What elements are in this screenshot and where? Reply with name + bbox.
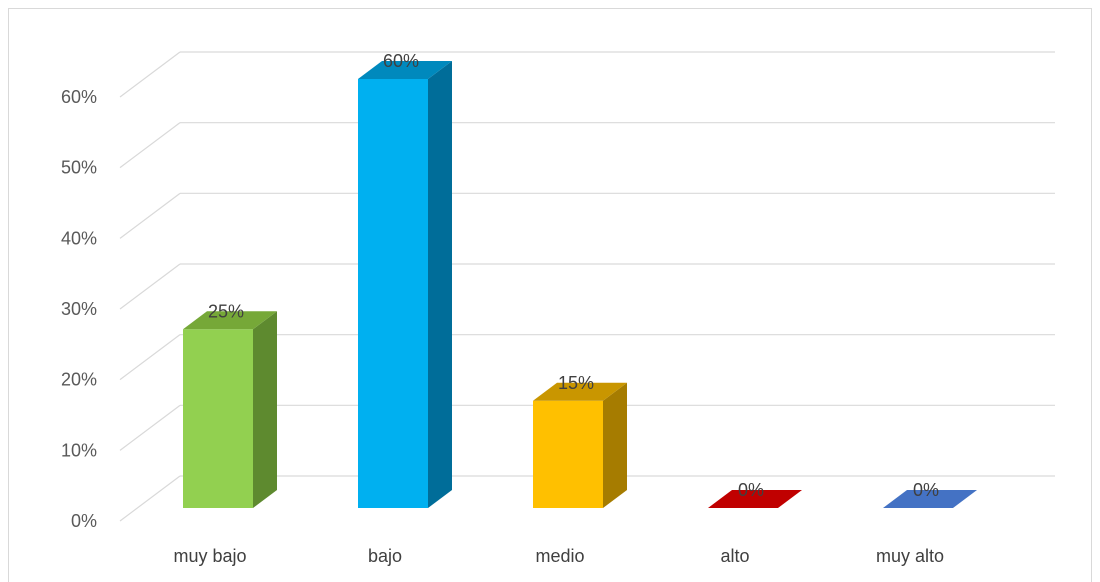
data-labels: 25% 60% 15% 0% 0% [208, 51, 939, 500]
bar-top [358, 61, 452, 79]
category-label: alto [720, 546, 749, 566]
data-label: 25% [208, 301, 244, 321]
bar-muy-alto [883, 490, 977, 508]
data-label: 0% [738, 480, 764, 500]
data-label: 15% [558, 373, 594, 393]
category-label: bajo [368, 546, 402, 566]
y-tick-label: 10% [61, 440, 97, 460]
y-tick-label: 40% [61, 228, 97, 248]
gridline-diagonal [119, 51, 181, 98]
bar-top [183, 311, 277, 330]
bars [183, 61, 977, 508]
y-tick-label: 60% [61, 87, 97, 107]
bar-front [533, 400, 603, 508]
y-tick-label: 50% [61, 158, 97, 178]
category-label: muy bajo [173, 546, 246, 566]
category-label: medio [535, 546, 584, 566]
bar-top [708, 490, 802, 508]
gridline-diagonal [119, 334, 181, 381]
gridline-diagonal [119, 404, 181, 451]
y-tick-label: 30% [61, 299, 97, 319]
bar-muy-bajo [183, 311, 277, 508]
bar-top [883, 490, 977, 508]
gridline-diagonal [119, 475, 181, 522]
bar-front [183, 329, 253, 508]
y-tick-label: 0% [71, 511, 97, 531]
bar-alto [708, 490, 802, 508]
bar-bajo [358, 61, 452, 508]
gridline-diagonal [119, 192, 181, 239]
gridline-diagonal [119, 122, 181, 169]
bar-top [533, 382, 627, 401]
category-label: muy alto [876, 546, 944, 566]
gridline-diagonal [119, 263, 181, 310]
bar-side [603, 382, 627, 508]
y-tick-label: 20% [61, 370, 97, 390]
bar-side [428, 61, 452, 508]
category-labels: muy bajo bajo medio alto muy alto [173, 546, 944, 566]
bar-front [358, 79, 428, 508]
y-axis-ticks: 0% 10% 20% 30% 40% 50% 60% [61, 87, 97, 531]
data-label: 60% [383, 51, 419, 71]
bar-medio [533, 382, 627, 508]
data-label: 0% [913, 480, 939, 500]
bar-side [253, 311, 277, 508]
